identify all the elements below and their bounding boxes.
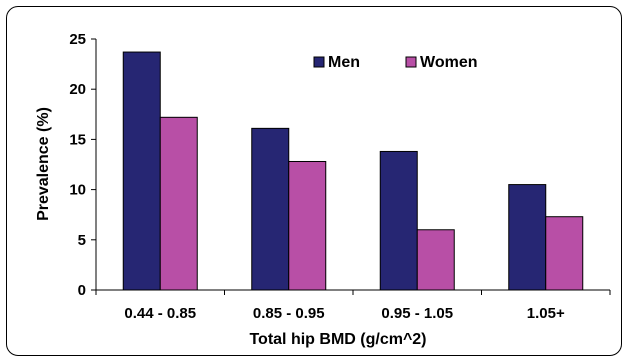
x-tick-label: 0.85 - 0.95 [253, 305, 325, 322]
bar-women-0 [159, 116, 198, 291]
bar-women-2 [416, 229, 455, 291]
bar-men-3 [508, 184, 547, 291]
y-tick-label: 25 [69, 31, 86, 48]
bar-men-2 [379, 150, 418, 291]
legend-label-men: Men [328, 54, 360, 71]
y-axis-title: Prevalence (%) [35, 107, 52, 221]
bar-men-0 [122, 51, 161, 291]
x-tick-label: 0.95 - 1.05 [381, 305, 453, 322]
bar-women-1 [288, 160, 327, 291]
x-axis-title: Total hip BMD (g/cm^2) [249, 331, 426, 348]
legend-swatch-women [405, 56, 417, 68]
bar-women-3 [545, 216, 584, 291]
bar-men-1 [251, 127, 290, 291]
y-tick-label: 10 [69, 182, 86, 199]
y-tick-label: 0 [78, 282, 86, 299]
y-ticks-group: 0 5 10 15 20 25 [69, 31, 96, 299]
y-tick-label: 5 [78, 232, 86, 249]
bars-group [122, 51, 584, 291]
y-tick-label: 20 [69, 81, 86, 98]
x-tick-label: 0.44 - 0.85 [124, 305, 196, 322]
x-ticks-group: 0.44 - 0.85 0.85 - 0.95 0.95 - 1.05 1.05+ [95, 290, 611, 322]
legend-swatch-men [313, 56, 325, 68]
legend: Men Women [313, 54, 477, 71]
y-tick-label: 15 [69, 131, 86, 148]
legend-label-women: Women [420, 54, 477, 71]
x-tick-label: 1.05+ [527, 305, 565, 322]
